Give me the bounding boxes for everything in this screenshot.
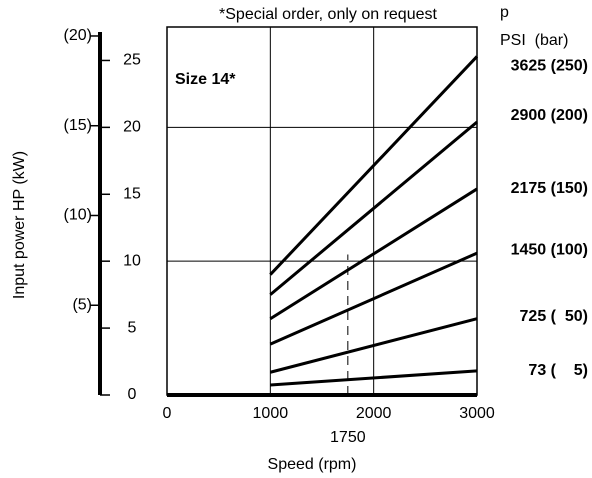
y2-tick-label: (10) bbox=[64, 207, 92, 224]
y-tick-label: 10 bbox=[123, 252, 141, 269]
x-tick-label: 1000 bbox=[253, 405, 289, 422]
legend-subheader: PSI (bar) bbox=[500, 32, 568, 49]
chart-title: *Special order, only on request bbox=[219, 6, 437, 23]
series-line bbox=[269, 251, 478, 346]
x-tick-label: 2000 bbox=[356, 405, 392, 422]
series-label: 73 ( 5) bbox=[528, 362, 588, 379]
series-label: 2900 (200) bbox=[511, 107, 588, 124]
y2-tick-label: (20) bbox=[64, 27, 92, 44]
x-axis-title: Speed (rpm) bbox=[268, 456, 357, 473]
y-tick-label: 0 bbox=[128, 386, 137, 403]
series-label: 2175 (150) bbox=[511, 180, 588, 197]
legend-header: p bbox=[500, 4, 509, 21]
marker-label: 1750 bbox=[330, 429, 366, 446]
y-tick-label: 25 bbox=[123, 52, 141, 69]
y-tick-label: 15 bbox=[123, 185, 141, 202]
y-axis-title: Input power HP (kW) bbox=[11, 151, 28, 299]
annotation: Size 14* bbox=[175, 71, 236, 88]
x-tick-label: 0 bbox=[163, 405, 172, 422]
x-tick-label: 3000 bbox=[459, 405, 495, 422]
series-label: 725 ( 50) bbox=[520, 308, 588, 325]
series-line bbox=[269, 187, 478, 320]
y2-tick-label: (15) bbox=[64, 117, 92, 134]
series-line bbox=[269, 317, 478, 374]
y2-tick-label: (5) bbox=[72, 296, 92, 313]
series-line bbox=[269, 120, 478, 296]
series-label: 3625 (250) bbox=[511, 58, 588, 75]
y-tick-label: 20 bbox=[123, 119, 141, 136]
series-line bbox=[270, 369, 478, 387]
series-label: 1450 (100) bbox=[511, 241, 588, 258]
series-line bbox=[269, 55, 479, 276]
y-tick-label: 5 bbox=[128, 319, 137, 336]
